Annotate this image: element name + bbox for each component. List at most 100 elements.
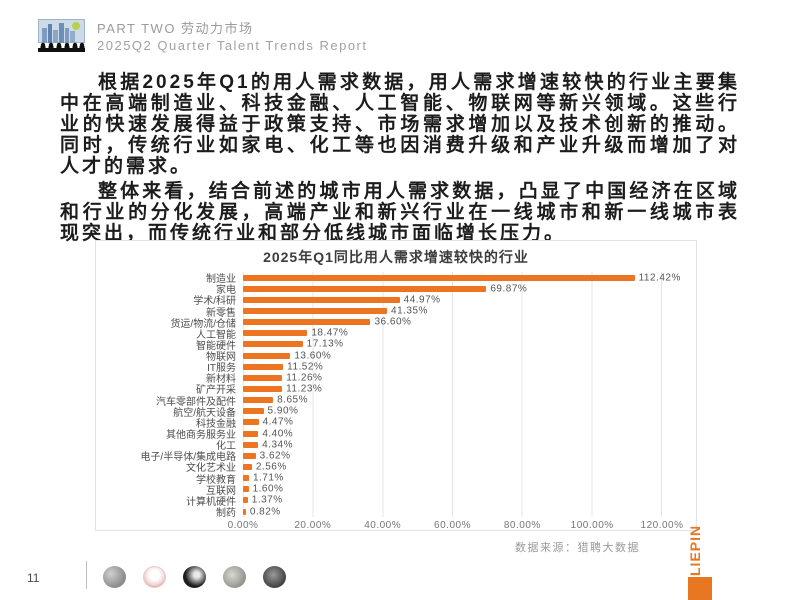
bar-row: 电子/半导体/集成电路 3.62%: [96, 450, 696, 464]
value-label: 44.97%: [403, 294, 441, 306]
bar: [243, 408, 264, 415]
dark-globe-logo-icon: [263, 566, 286, 588]
chart-title: 2025年Q1同比用人需求增速较快的行业: [263, 249, 529, 265]
bar-track: 11.26%: [243, 372, 662, 384]
category-label: 化工: [216, 441, 236, 453]
bar: [243, 452, 256, 459]
part-title: PART TWO 劳动力市场: [97, 21, 254, 36]
bar-track: 11.23%: [243, 383, 662, 395]
bar-track: 4.40%: [243, 427, 662, 440]
bar: [243, 441, 259, 448]
header-titles: PART TWO 劳动力市场 2025Q2 Quarter Talent Tre…: [97, 19, 368, 54]
bar: [243, 508, 246, 515]
bar: [243, 319, 371, 326]
x-tick-label: 100.00%: [570, 520, 614, 532]
bar: [243, 285, 487, 292]
bar-track: 5.90%: [243, 405, 662, 417]
data-source-note: 数据来源：猎聘大数据: [515, 542, 640, 554]
bar-track: 2.56%: [243, 461, 662, 473]
x-tick-label: 20.00%: [294, 520, 332, 532]
bar-row: 互联网 1.60%: [96, 483, 696, 497]
bar: [243, 497, 248, 504]
page-number: 11: [27, 571, 40, 585]
bar-track: 44.97%: [243, 294, 662, 306]
category-label: 其他商务服务业: [166, 430, 236, 442]
bar: [243, 330, 308, 337]
category-label: 物联网: [206, 352, 236, 364]
report-title: 2025Q2 Quarter Talent Trends Report: [97, 38, 368, 53]
x-tick-label: 0.00%: [227, 520, 259, 532]
category-label: 矿产开采: [196, 385, 236, 397]
x-tick-label: 60.00%: [434, 520, 471, 532]
bar-row: 文化艺术业 2.56%: [96, 461, 696, 474]
bar: [243, 363, 284, 370]
bar: [243, 486, 249, 493]
bar-row: 化工 4.34%: [96, 439, 696, 453]
paragraph-2: 整体来看，结合前述的城市用人需求数据，凸显了中国经济在区域和行业的分化发展，高端…: [60, 181, 740, 244]
bar-track: 17.13%: [243, 338, 662, 350]
bar-track: 8.65%: [243, 394, 662, 406]
category-label: 制药: [216, 508, 236, 520]
value-label: 36.60%: [374, 316, 412, 328]
dark-round-logo-icon: [183, 566, 206, 588]
value-label: 11.52%: [287, 361, 324, 373]
value-label: 1.37%: [251, 494, 283, 506]
value-label: 17.13%: [306, 338, 344, 350]
bar: [243, 274, 635, 281]
value-label: 112.42%: [638, 272, 681, 284]
page-header: PART TWO 劳动力市场 2025Q2 Quarter Talent Tre…: [38, 19, 368, 54]
value-label: 11.23%: [286, 383, 323, 395]
bar-row: 其他商务服务业 4.40%: [96, 427, 696, 442]
bar-track: 1.71%: [243, 472, 662, 484]
category-label: 航空/航天设备: [173, 407, 236, 419]
bar: [243, 341, 303, 348]
value-label: 0.82%: [249, 506, 281, 518]
bar: [243, 296, 400, 303]
bar-row: 智能硬件 17.13%: [96, 338, 696, 352]
category-label: 家电: [216, 285, 236, 297]
bar-row: 汽车零部件及配件 8.65%: [96, 394, 696, 408]
liepin-vertical-brand: LIEPIN: [687, 524, 703, 576]
bar-track: 11.52%: [243, 361, 662, 373]
bar: [243, 475, 249, 482]
bar-row: 学术/科研 44.97%: [96, 294, 696, 307]
value-label: 4.40%: [262, 428, 294, 440]
x-tick-label: 80.00%: [503, 520, 541, 532]
value-label: 8.65%: [277, 394, 308, 406]
bar-row: 计算机硬件 1.37%: [96, 494, 696, 508]
category-label: 电子/半导体/集成电路: [140, 452, 236, 464]
bar-track: 3.62%: [243, 450, 662, 462]
bar: [243, 307, 388, 314]
bar: [243, 463, 252, 470]
value-label: 4.47%: [262, 416, 294, 428]
gray-globe-logo-icon: [103, 566, 126, 588]
category-label: 制造业: [206, 274, 236, 286]
category-label: 人工智能: [196, 329, 236, 341]
category-label: 货运/物流/仓储: [170, 318, 236, 330]
value-label: 3.62%: [259, 450, 291, 462]
value-label: 1.60%: [252, 483, 284, 495]
bar-track: 69.87%: [243, 283, 662, 295]
red-seal-logo-icon: [143, 566, 166, 588]
paragraph-1: 根据2025年Q1的用人需求数据，用人需求增速较快的行业主要集中在高端制造业、科…: [60, 72, 740, 177]
bar-row: 制药 0.82%: [96, 505, 696, 520]
value-label: 13.60%: [294, 350, 332, 362]
bar-row: 物联网 13.60%: [96, 349, 696, 364]
body-paragraphs: 根据2025年Q1的用人需求数据，用人需求增速较快的行业主要集中在高端制造业、科…: [60, 72, 740, 248]
bar-track: 112.42%: [243, 272, 680, 284]
city-skyline-logo-icon: [38, 19, 85, 52]
category-label: 新材料: [206, 374, 236, 386]
bar-row: 新零售 41.35%: [96, 305, 696, 319]
bar-row: 人工智能 18.47%: [96, 327, 696, 341]
value-label: 5.90%: [267, 405, 299, 417]
gray-map-logo-icon: [223, 566, 246, 588]
bar: [243, 430, 259, 437]
value-label: 18.47%: [311, 327, 349, 339]
category-label: 新零售: [206, 307, 236, 319]
bar-row: 家电 69.87%: [96, 283, 696, 297]
bar-row: 科技金融 4.47%: [96, 416, 696, 430]
category-label: 汽车零部件及配件: [156, 396, 236, 408]
bar-row: 航空/航天设备 5.90%: [96, 405, 696, 419]
x-axis: 0.00% 20.00% 40.00% 60.00% 80.00% 100.00% 120.…: [228, 517, 683, 533]
